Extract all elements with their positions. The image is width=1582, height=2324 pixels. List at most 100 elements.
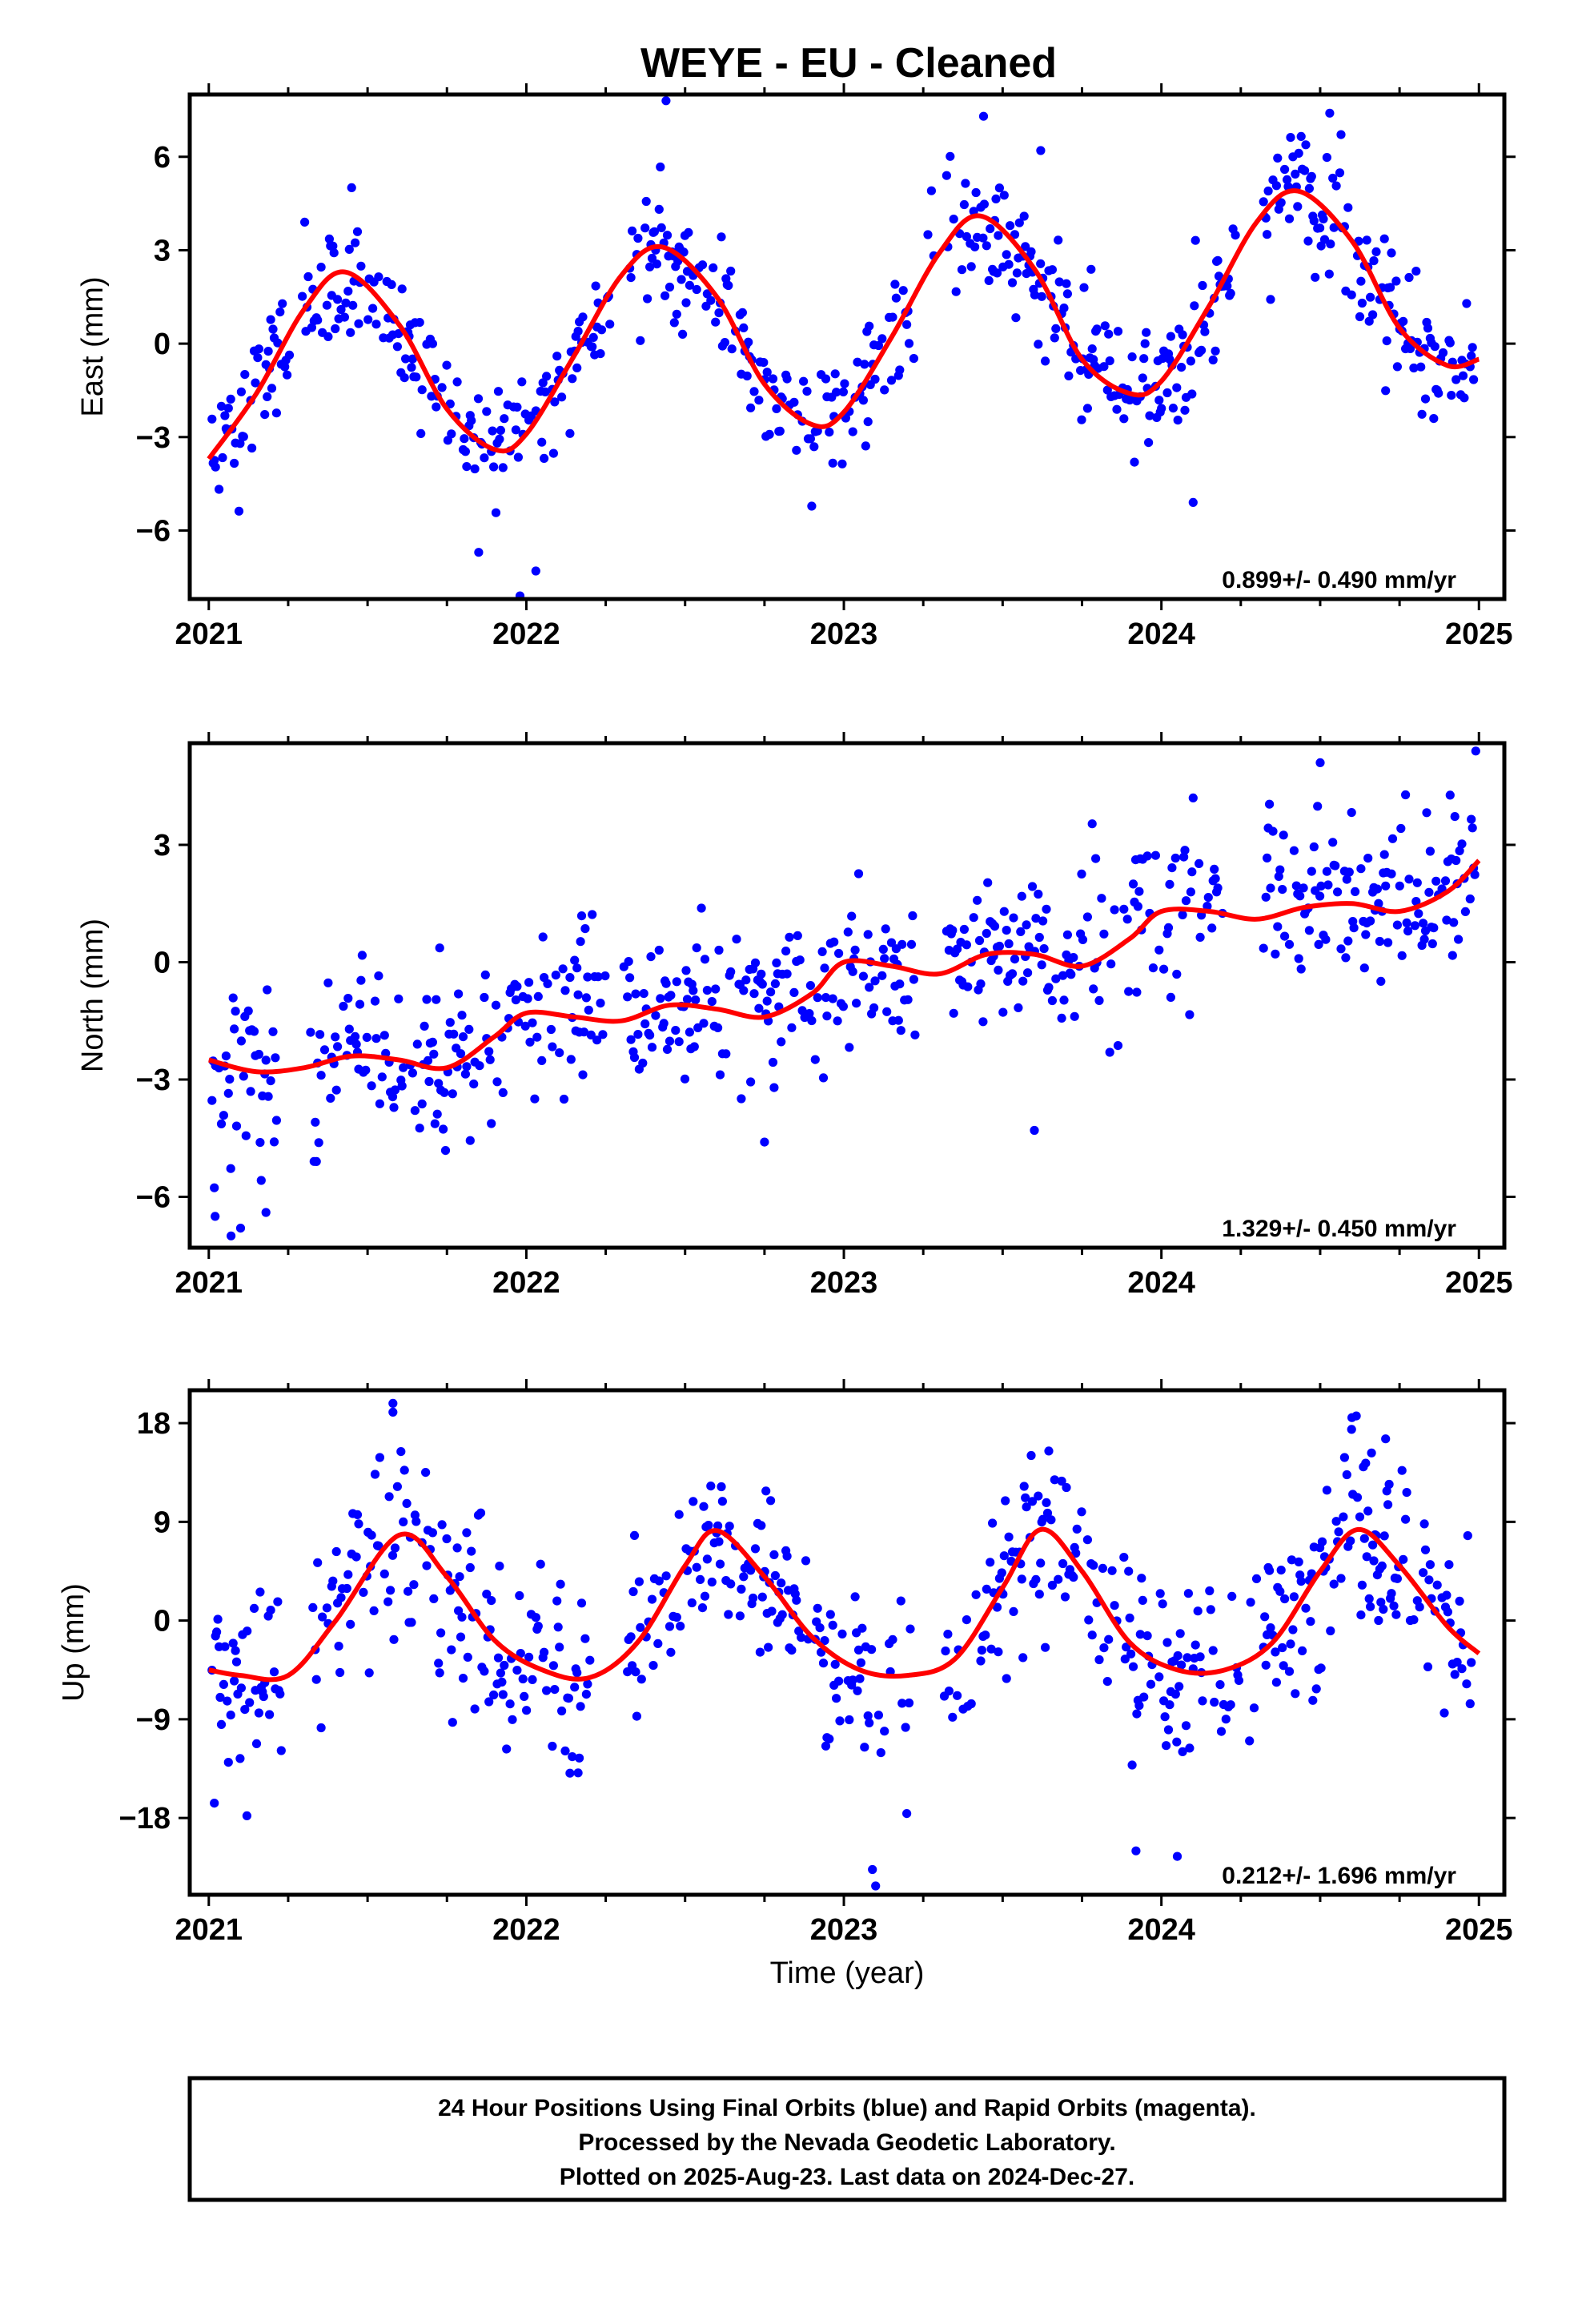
east-data-point: [909, 354, 918, 364]
up-x-tick-label: 2022: [492, 1913, 560, 1947]
up-data-point: [570, 1683, 580, 1692]
up-data-point: [876, 1748, 885, 1758]
east-data-point: [1007, 278, 1018, 287]
east-data-point: [347, 183, 356, 192]
east-data-point: [1368, 310, 1378, 320]
up-data-point: [351, 1552, 361, 1562]
up-data-point: [1208, 1646, 1218, 1655]
up-data-point: [1058, 1558, 1068, 1569]
north-data-point: [1376, 976, 1386, 986]
north-data-point: [424, 1076, 434, 1087]
east-data-point: [742, 371, 752, 381]
east-data-point: [482, 407, 492, 416]
up-data-point: [1102, 1677, 1112, 1687]
north-data-point: [469, 1080, 479, 1089]
north-data-point: [1460, 907, 1470, 916]
north-data-point: [1167, 863, 1177, 873]
east-data-point: [1452, 375, 1461, 384]
east-data-point: [1062, 279, 1071, 288]
east-data-point: [1392, 362, 1402, 372]
up-data-point: [1425, 1560, 1435, 1570]
east-data-point: [442, 360, 452, 370]
up-data-point: [1284, 1667, 1295, 1676]
north-data-point: [1180, 846, 1190, 855]
up-data-point: [308, 1602, 318, 1612]
north-data-point: [746, 1077, 756, 1087]
east-data-point: [234, 506, 244, 516]
up-data-point: [835, 1716, 845, 1726]
north-y-axis-label: North (mm): [76, 919, 110, 1072]
north-data-point: [351, 1031, 360, 1041]
north-data-point: [682, 995, 693, 1004]
east-data-point: [540, 387, 550, 396]
north-data-point: [896, 1026, 905, 1035]
north-data-point: [1099, 929, 1109, 939]
east-x-tick-label: 2024: [1127, 617, 1195, 651]
east-data-point: [1409, 363, 1419, 373]
north-data-point: [1467, 814, 1476, 824]
east-data-point: [394, 329, 404, 339]
north-data-point: [480, 992, 489, 1003]
up-data-point: [971, 1590, 981, 1599]
east-data-point: [557, 392, 567, 402]
east-data-point: [861, 441, 870, 451]
north-data-point: [897, 939, 907, 949]
up-data-point: [568, 1752, 577, 1762]
up-data-point: [820, 1636, 829, 1646]
east-data-point: [329, 248, 339, 258]
up-data-point: [505, 1699, 515, 1709]
north-data-point: [449, 1029, 459, 1039]
up-data-point: [555, 1642, 564, 1652]
east-data-point: [838, 387, 848, 396]
up-data-point: [1271, 1647, 1280, 1657]
up-data-point: [231, 1657, 242, 1667]
up-data-point: [757, 1592, 767, 1602]
up-data-point: [992, 1602, 1002, 1612]
up-data-point: [1017, 1574, 1026, 1584]
north-data-point: [235, 1224, 246, 1233]
north-data-point: [685, 1027, 695, 1037]
north-data-point: [221, 1051, 231, 1061]
east-data-point: [895, 365, 905, 375]
north-data-point: [665, 1036, 675, 1046]
east-data-point: [1011, 313, 1021, 323]
up-data-point: [1234, 1675, 1244, 1685]
north-data-point: [1304, 926, 1314, 935]
east-data-point: [1012, 268, 1022, 278]
north-data-point: [578, 1070, 588, 1080]
north-data-point: [633, 1030, 643, 1039]
north-data-point: [1404, 875, 1414, 884]
up-data-point: [379, 1569, 389, 1578]
north-data-point: [647, 1043, 657, 1052]
up-data-point: [982, 1584, 991, 1594]
up-data-point: [452, 1543, 462, 1553]
up-data-point: [1041, 1642, 1050, 1652]
up-data-point: [1125, 1613, 1134, 1622]
up-data-point: [1069, 1572, 1078, 1582]
up-data-point: [455, 1572, 464, 1582]
up-data-point: [1205, 1586, 1215, 1596]
east-data-point: [1460, 393, 1469, 403]
east-data-point: [488, 426, 497, 436]
north-data-point: [268, 1027, 278, 1036]
east-data-point: [880, 385, 889, 395]
north-data-point: [487, 1119, 496, 1128]
east-data-point: [344, 244, 354, 254]
up-data-point: [390, 1543, 400, 1553]
north-data-point: [1279, 830, 1288, 840]
north-data-point: [314, 1138, 323, 1148]
east-data-point: [726, 266, 736, 276]
up-data-point: [1183, 1589, 1193, 1598]
up-data-point: [1122, 1642, 1131, 1652]
east-data-point: [251, 378, 260, 388]
up-data-point: [865, 1718, 874, 1727]
north-data-point: [239, 1072, 248, 1081]
east-data-point: [702, 289, 713, 299]
up-data-point: [1162, 1638, 1172, 1647]
east-data-point: [322, 300, 331, 310]
north-data-point: [699, 1019, 709, 1028]
east-data-point: [1026, 247, 1036, 256]
up-data-point: [1195, 1652, 1205, 1662]
up-y-tick-label: 18: [137, 1407, 171, 1441]
up-data-point: [797, 1633, 806, 1642]
